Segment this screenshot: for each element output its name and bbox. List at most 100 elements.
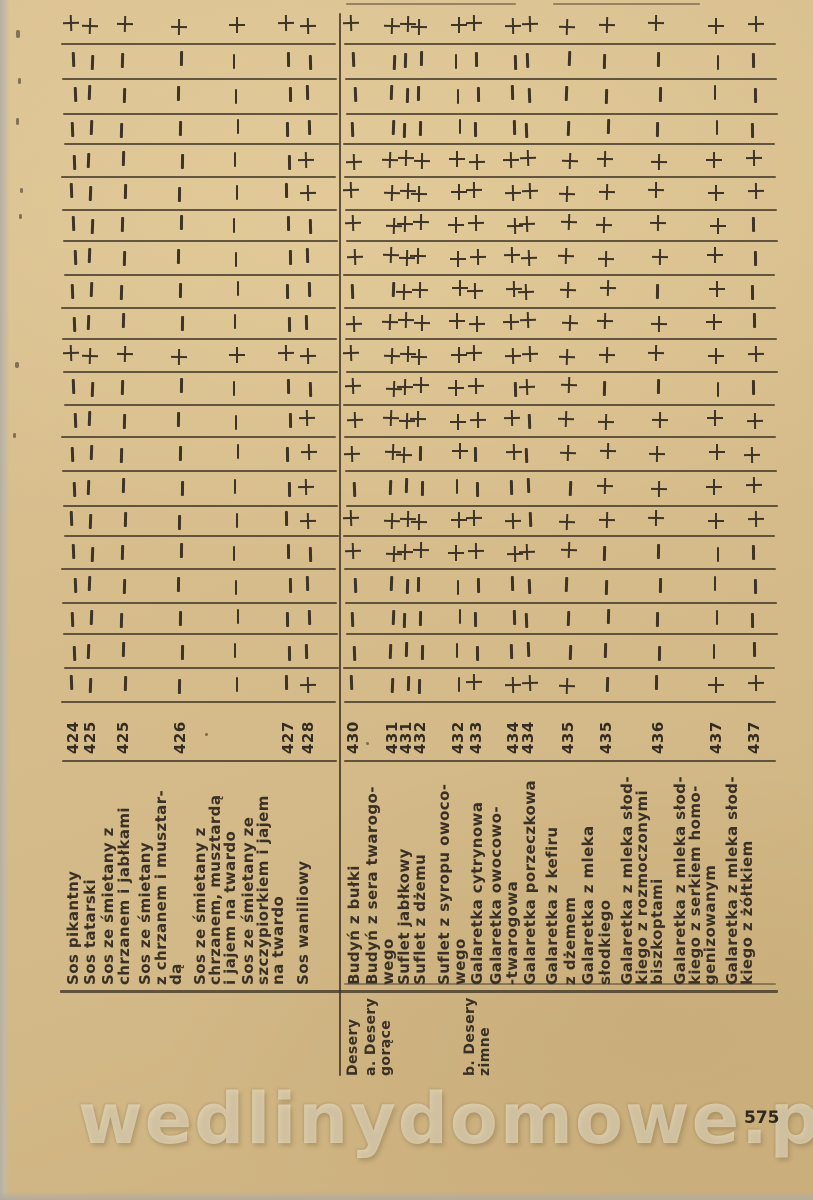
minus-mark bbox=[90, 546, 94, 562]
plus-mark bbox=[117, 16, 133, 32]
plus-mark bbox=[747, 413, 763, 429]
plus-mark bbox=[299, 410, 315, 426]
table-top-line bbox=[553, 3, 700, 5]
minus-mark bbox=[566, 120, 570, 136]
plus-mark bbox=[398, 312, 414, 328]
plus-mark bbox=[744, 447, 760, 463]
numbers-separator-line bbox=[344, 760, 776, 762]
minus-mark bbox=[288, 86, 292, 102]
plus-mark bbox=[397, 544, 413, 560]
minus-mark bbox=[418, 445, 422, 461]
plus-mark bbox=[706, 479, 722, 495]
plus-mark bbox=[560, 445, 577, 462]
minus-mark bbox=[657, 645, 661, 661]
minus-mark bbox=[70, 446, 74, 462]
minus-mark bbox=[89, 281, 93, 297]
plus-mark bbox=[452, 443, 468, 459]
plus-mark bbox=[648, 15, 664, 31]
scan-left-edge bbox=[0, 0, 10, 1200]
row-separator-line bbox=[63, 113, 338, 115]
minus-mark bbox=[285, 611, 289, 627]
minus-mark bbox=[179, 214, 183, 230]
minus-mark bbox=[119, 122, 123, 138]
plus-mark bbox=[710, 218, 726, 234]
plus-mark bbox=[748, 511, 764, 527]
minus-mark bbox=[70, 283, 74, 299]
recipe-number: 425 bbox=[114, 721, 132, 754]
minus-mark bbox=[308, 54, 312, 70]
plus-mark bbox=[522, 675, 539, 692]
row-separator-line bbox=[345, 470, 777, 472]
plus-mark bbox=[450, 414, 466, 430]
minus-mark bbox=[602, 545, 606, 561]
minus-mark bbox=[235, 676, 239, 692]
plus-mark bbox=[652, 249, 668, 265]
plus-mark bbox=[449, 313, 465, 329]
plus-mark bbox=[652, 412, 668, 428]
plus-mark bbox=[345, 215, 362, 232]
minus-mark bbox=[527, 413, 531, 429]
row-separator-line bbox=[63, 505, 338, 507]
plus-mark bbox=[468, 378, 484, 394]
minus-mark bbox=[509, 643, 513, 659]
plus-mark bbox=[300, 677, 316, 693]
recipe-number: 435 bbox=[559, 721, 577, 754]
minus-mark bbox=[304, 314, 308, 330]
plus-mark bbox=[413, 214, 429, 230]
plus-mark bbox=[599, 184, 615, 200]
minus-mark bbox=[86, 152, 90, 168]
watermark-text: wedlinydomowe.pl bbox=[78, 1078, 813, 1160]
minus-mark bbox=[753, 578, 757, 594]
minus-mark bbox=[602, 380, 606, 396]
plus-mark bbox=[298, 479, 314, 495]
row-separator-line bbox=[63, 633, 338, 635]
minus-mark bbox=[121, 312, 125, 328]
recipe-number: 437 bbox=[707, 721, 725, 754]
plus-mark bbox=[451, 184, 467, 200]
row-separator-line bbox=[62, 470, 337, 472]
minus-mark bbox=[716, 381, 720, 397]
minus-mark bbox=[90, 381, 94, 397]
minus-mark bbox=[416, 85, 420, 101]
minus-mark bbox=[123, 183, 127, 199]
recipe-number: 437 bbox=[745, 721, 763, 754]
dish-name-line: i jajem na twardo bbox=[221, 830, 239, 985]
paper-speck bbox=[19, 214, 22, 219]
plus-mark bbox=[709, 444, 725, 460]
minus-mark bbox=[120, 379, 124, 395]
minus-mark bbox=[564, 85, 568, 101]
row-separator-line bbox=[63, 371, 338, 373]
minus-mark bbox=[750, 284, 754, 300]
dish-name-line: -twarogowa bbox=[503, 880, 521, 985]
minus-mark bbox=[285, 446, 289, 462]
minus-mark bbox=[123, 675, 127, 691]
minus-mark bbox=[475, 645, 479, 661]
minus-mark bbox=[286, 51, 290, 67]
minus-mark bbox=[417, 678, 421, 694]
minus-mark bbox=[389, 84, 393, 100]
minus-mark bbox=[71, 215, 75, 231]
minus-mark bbox=[89, 119, 93, 135]
plus-mark bbox=[503, 152, 519, 168]
minus-mark bbox=[86, 314, 90, 330]
minus-mark bbox=[288, 249, 292, 265]
plus-mark bbox=[414, 315, 430, 331]
row-separator-line bbox=[343, 404, 775, 406]
minus-mark bbox=[72, 316, 76, 332]
minus-mark bbox=[236, 443, 240, 459]
minus-mark bbox=[180, 480, 184, 496]
plus-mark bbox=[469, 154, 485, 170]
minus-mark bbox=[751, 216, 755, 232]
minus-mark bbox=[713, 575, 717, 591]
plus-mark bbox=[397, 216, 413, 232]
plus-mark bbox=[708, 18, 724, 34]
plus-mark bbox=[343, 15, 360, 32]
row-separator-line bbox=[61, 43, 336, 45]
minus-mark bbox=[122, 413, 126, 429]
minus-mark bbox=[232, 53, 236, 69]
plus-mark bbox=[466, 345, 482, 361]
plus-mark bbox=[648, 345, 664, 361]
minus-mark bbox=[73, 577, 77, 593]
minus-mark bbox=[606, 118, 610, 134]
minus-mark bbox=[568, 644, 572, 660]
